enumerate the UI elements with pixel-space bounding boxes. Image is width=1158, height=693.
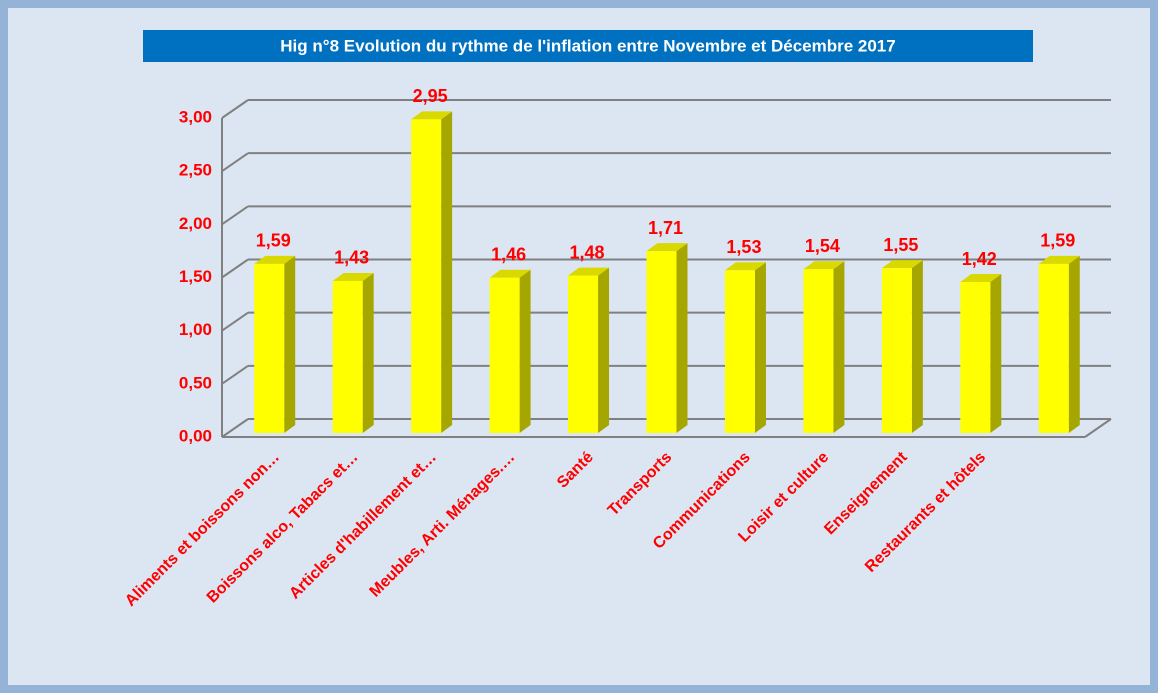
y-tick-label: 3,00	[179, 107, 212, 126]
bar	[803, 269, 834, 433]
value-label: 1,59	[256, 231, 291, 251]
bar-top	[724, 262, 766, 271]
bar-top	[411, 111, 453, 120]
bar	[411, 119, 442, 434]
value-label: 1,42	[962, 249, 997, 269]
y-tick-label: 0,00	[179, 426, 212, 445]
bar-top	[489, 269, 531, 278]
bar-side	[676, 243, 688, 433]
bar-top	[803, 261, 845, 270]
bar-top	[254, 255, 296, 264]
bar-side	[1068, 255, 1080, 433]
y-tick-label: 1,50	[179, 267, 212, 286]
grid-diagonal	[221, 152, 249, 172]
y-tick-label: 1,00	[179, 320, 212, 339]
bar-side	[911, 260, 923, 433]
floor-right	[1084, 418, 1112, 438]
value-label: 1,54	[805, 236, 840, 256]
value-label: 1,53	[726, 237, 761, 257]
bar-side	[598, 267, 610, 433]
chart-title: Hig n°8 Evolution du rythme de l'inflati…	[280, 36, 895, 55]
y-tick-label: 2,00	[179, 214, 212, 233]
value-label: 1,59	[1040, 231, 1075, 251]
value-label: 1,55	[883, 235, 918, 255]
grid-diagonal	[221, 258, 249, 279]
grid-diagonal	[221, 311, 249, 332]
bar	[646, 251, 677, 433]
value-label: 1,71	[648, 218, 683, 238]
y-tick-label: 2,50	[179, 161, 212, 180]
grid-diagonal	[221, 205, 249, 226]
value-label: 1,48	[570, 242, 605, 262]
bar-side	[990, 274, 1002, 433]
bar-top	[332, 272, 374, 281]
y-tick-label: 0,50	[179, 373, 212, 392]
grid-diagonal	[221, 418, 249, 438]
bar-top	[1038, 255, 1080, 264]
bar	[332, 280, 363, 433]
bar	[254, 263, 285, 433]
bar	[568, 275, 599, 433]
bar-side	[441, 111, 453, 434]
title-box	[143, 30, 1033, 62]
bar-side	[754, 262, 766, 433]
bar	[1038, 263, 1069, 433]
bar-side	[284, 255, 296, 433]
bar	[489, 277, 520, 433]
bar-top	[881, 260, 923, 269]
grid-diagonal	[221, 99, 249, 119]
bar-top	[960, 274, 1002, 283]
value-label: 1,46	[491, 245, 526, 265]
bar-side	[362, 272, 374, 433]
value-label: 2,95	[413, 86, 448, 106]
value-label: 1,43	[334, 248, 369, 268]
bar-side	[833, 261, 845, 433]
bar-top	[568, 267, 610, 276]
bar	[724, 270, 755, 433]
bar-side	[519, 269, 531, 433]
grid-diagonal	[221, 365, 249, 385]
bar	[960, 282, 991, 433]
bar	[881, 268, 912, 433]
bar-top	[646, 243, 688, 252]
